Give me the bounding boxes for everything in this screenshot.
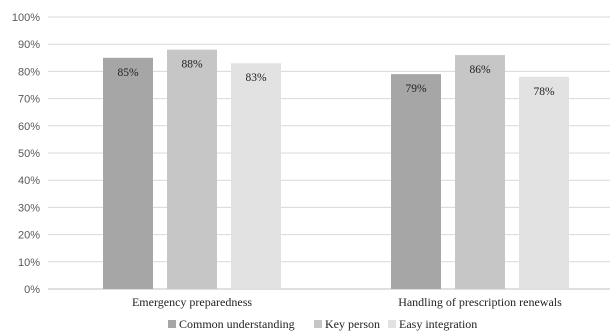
data-label: 79% bbox=[405, 83, 427, 95]
y-tick-label: 10% bbox=[18, 257, 40, 269]
y-tick-label: 50% bbox=[18, 148, 40, 160]
bars bbox=[103, 49, 569, 290]
y-tick-label: 30% bbox=[18, 202, 40, 214]
bar bbox=[103, 57, 153, 289]
bar bbox=[391, 74, 441, 290]
y-tick-label: 90% bbox=[18, 39, 40, 51]
y-tick-label: 60% bbox=[18, 121, 40, 133]
legend-label: Key person bbox=[325, 317, 380, 331]
y-tick-label: 80% bbox=[18, 66, 40, 78]
data-label: 83% bbox=[245, 72, 267, 84]
legend: Common understanding Key person Easy integ… bbox=[168, 317, 477, 331]
y-tick-label: 100% bbox=[12, 12, 40, 24]
y-axis-ticks: 0% 10% 20% 30% 40% 50% 60% 70% 80% 90% 100% bbox=[12, 12, 40, 296]
bar bbox=[167, 49, 217, 289]
legend-swatch bbox=[168, 320, 176, 328]
bar bbox=[231, 63, 281, 289]
x-axis-categories: Emergency preparedness Handling of prescr… bbox=[132, 295, 562, 309]
y-tick-label: 0% bbox=[24, 284, 40, 296]
legend-label: Common understanding bbox=[179, 317, 295, 331]
bar bbox=[455, 55, 505, 289]
category-label: Emergency preparedness bbox=[132, 295, 252, 309]
y-tick-label: 20% bbox=[18, 230, 40, 242]
data-label: 88% bbox=[181, 59, 203, 71]
data-label: 78% bbox=[533, 86, 555, 98]
legend-label: Easy integration bbox=[399, 317, 477, 331]
y-tick-label: 40% bbox=[18, 175, 40, 187]
data-labels: 85% 88% 83% 79% 86% 78% bbox=[117, 59, 555, 98]
y-tick-label: 70% bbox=[18, 94, 40, 106]
category-label: Handling of prescription renewals bbox=[398, 295, 562, 309]
legend-swatch bbox=[314, 320, 322, 328]
data-label: 86% bbox=[469, 64, 491, 76]
legend-swatch bbox=[388, 320, 396, 328]
data-label: 85% bbox=[117, 67, 139, 79]
bar bbox=[519, 76, 569, 289]
